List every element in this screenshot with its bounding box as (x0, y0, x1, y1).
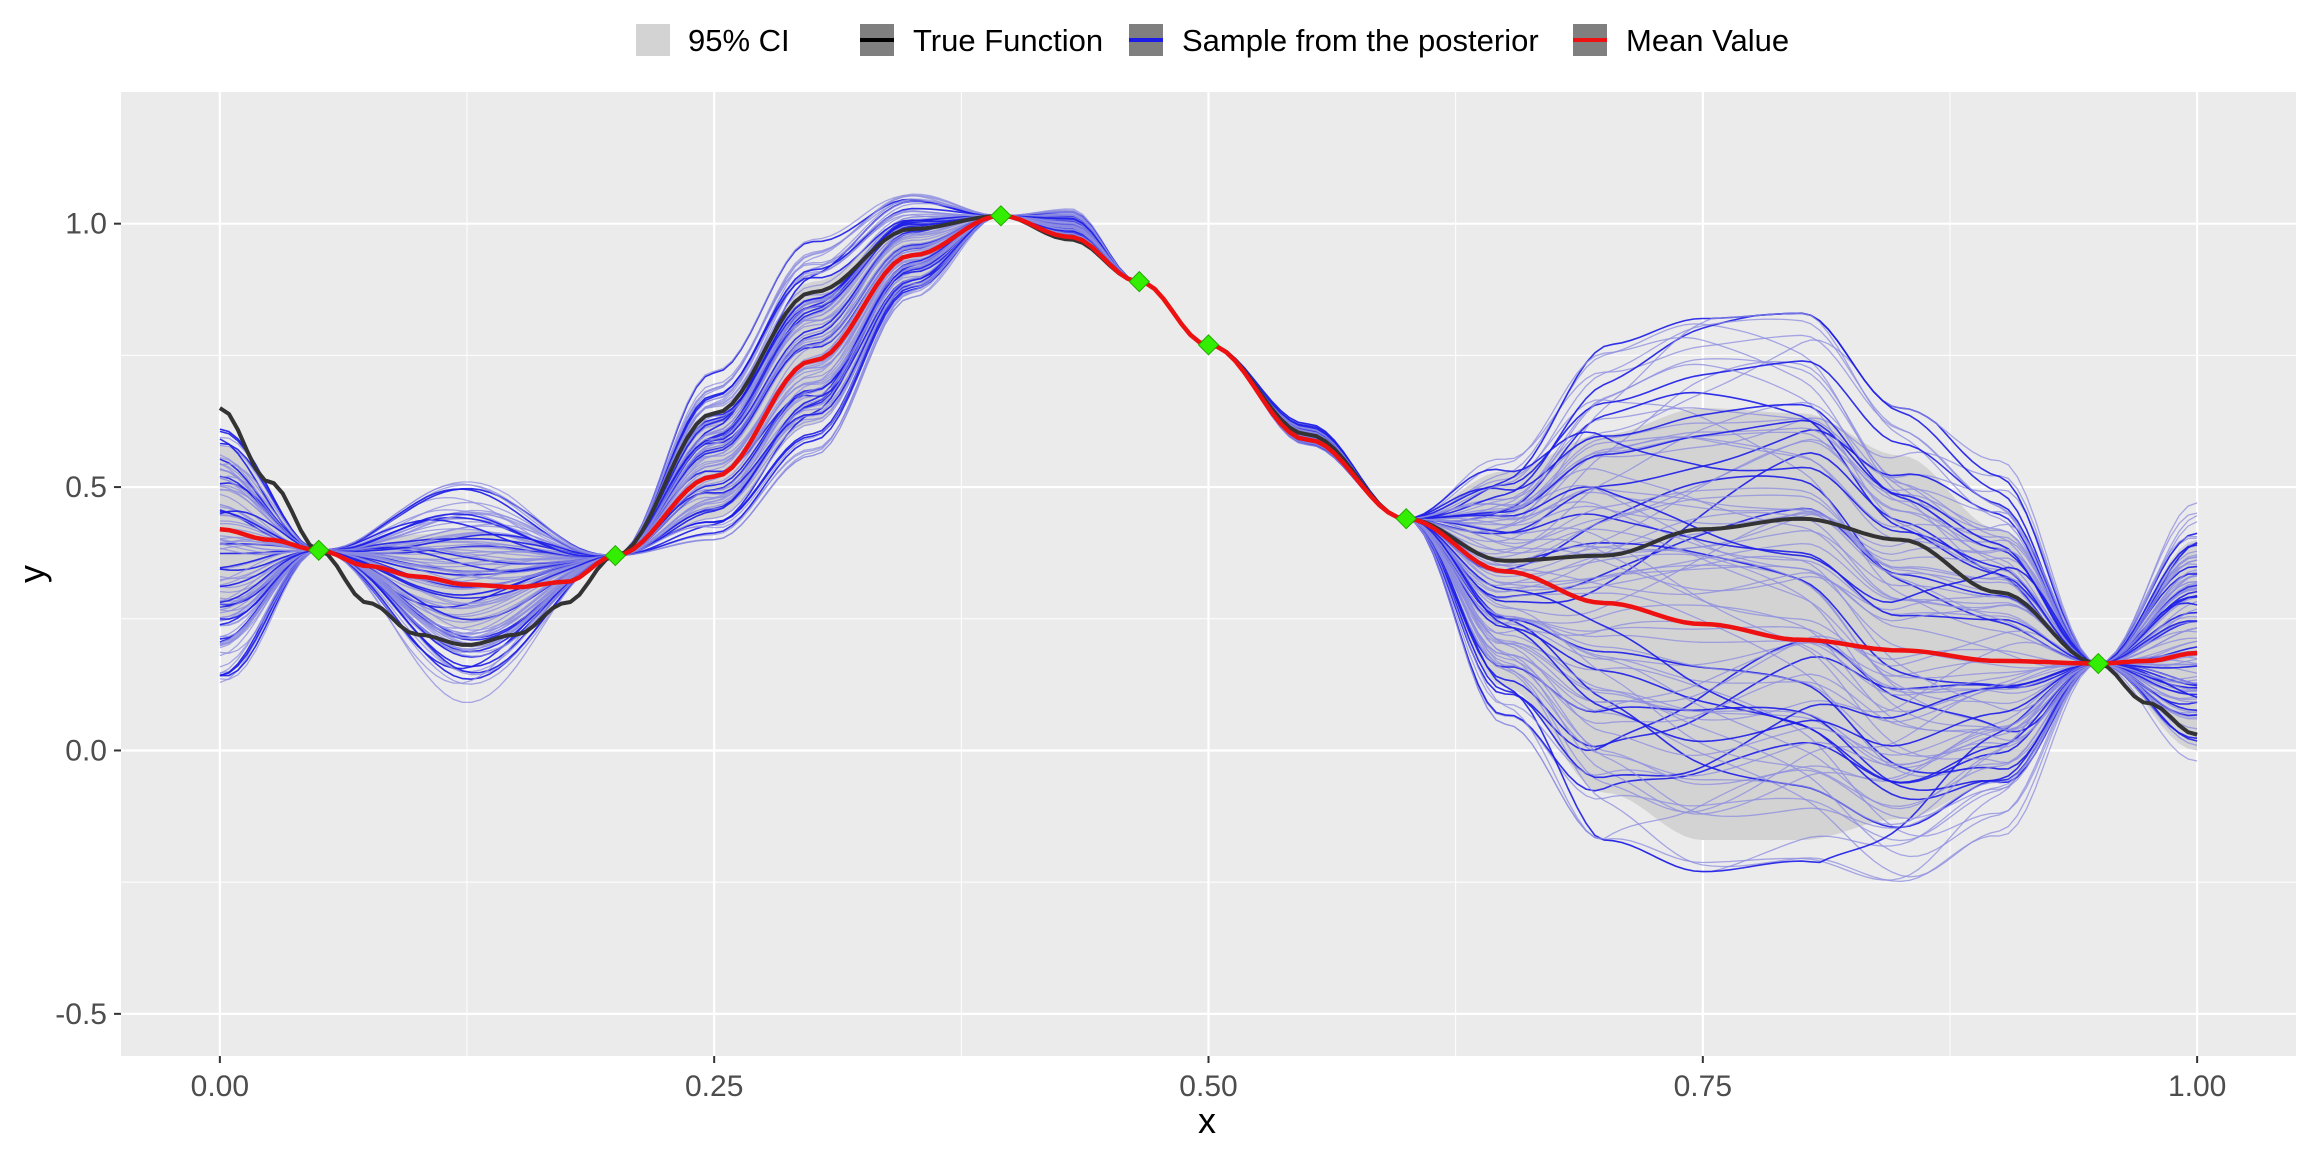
legend-label-sample: Sample from the posterior (1182, 23, 1539, 58)
ci-band-layer (219, 215, 2198, 841)
y-tick-label: 0.0 (65, 734, 107, 767)
observations-layer (308, 205, 2109, 675)
observation-point (1128, 270, 1151, 293)
legend-item-mean: Mean Value (1573, 23, 1789, 58)
x-tick-label: 0.25 (685, 1070, 743, 1103)
legend-item-ci: 95% CI (636, 23, 790, 58)
x-axis-title: x (1198, 1100, 1216, 1141)
y-tick-label: 1.0 (65, 208, 107, 241)
y-tick-label: 0.5 (65, 471, 107, 504)
observation-point (1395, 507, 1417, 530)
legend: 95% CI True Function Sample from the pos… (636, 23, 1789, 58)
legend-label-mean: Mean Value (1626, 23, 1789, 58)
legend-key-ci (636, 24, 670, 56)
observation-point (990, 205, 1012, 227)
y-axis-title: y (11, 565, 52, 583)
x-tick-label: 0.50 (1179, 1070, 1237, 1103)
y-axis: -0.5 0.0 0.5 1.0 (55, 208, 121, 1031)
x-tick-label: 0.00 (191, 1070, 249, 1103)
y-tick-label: -0.5 (55, 998, 107, 1031)
observation-point (604, 544, 627, 567)
legend-label-ci: 95% CI (688, 23, 790, 58)
legend-item-true-function: True Function (860, 23, 1103, 58)
observation-point (1197, 334, 1220, 356)
x-axis: 0.00 0.25 0.50 0.75 1.00 (191, 1056, 2226, 1103)
ci-band (219, 215, 2198, 841)
x-tick-label: 1.00 (2168, 1070, 2226, 1103)
observation-point (2087, 652, 2109, 675)
legend-label-true-function: True Function (913, 23, 1103, 58)
x-tick-label: 0.75 (1674, 1070, 1732, 1103)
legend-item-sample: Sample from the posterior (1129, 23, 1539, 58)
observation-point (308, 539, 330, 562)
